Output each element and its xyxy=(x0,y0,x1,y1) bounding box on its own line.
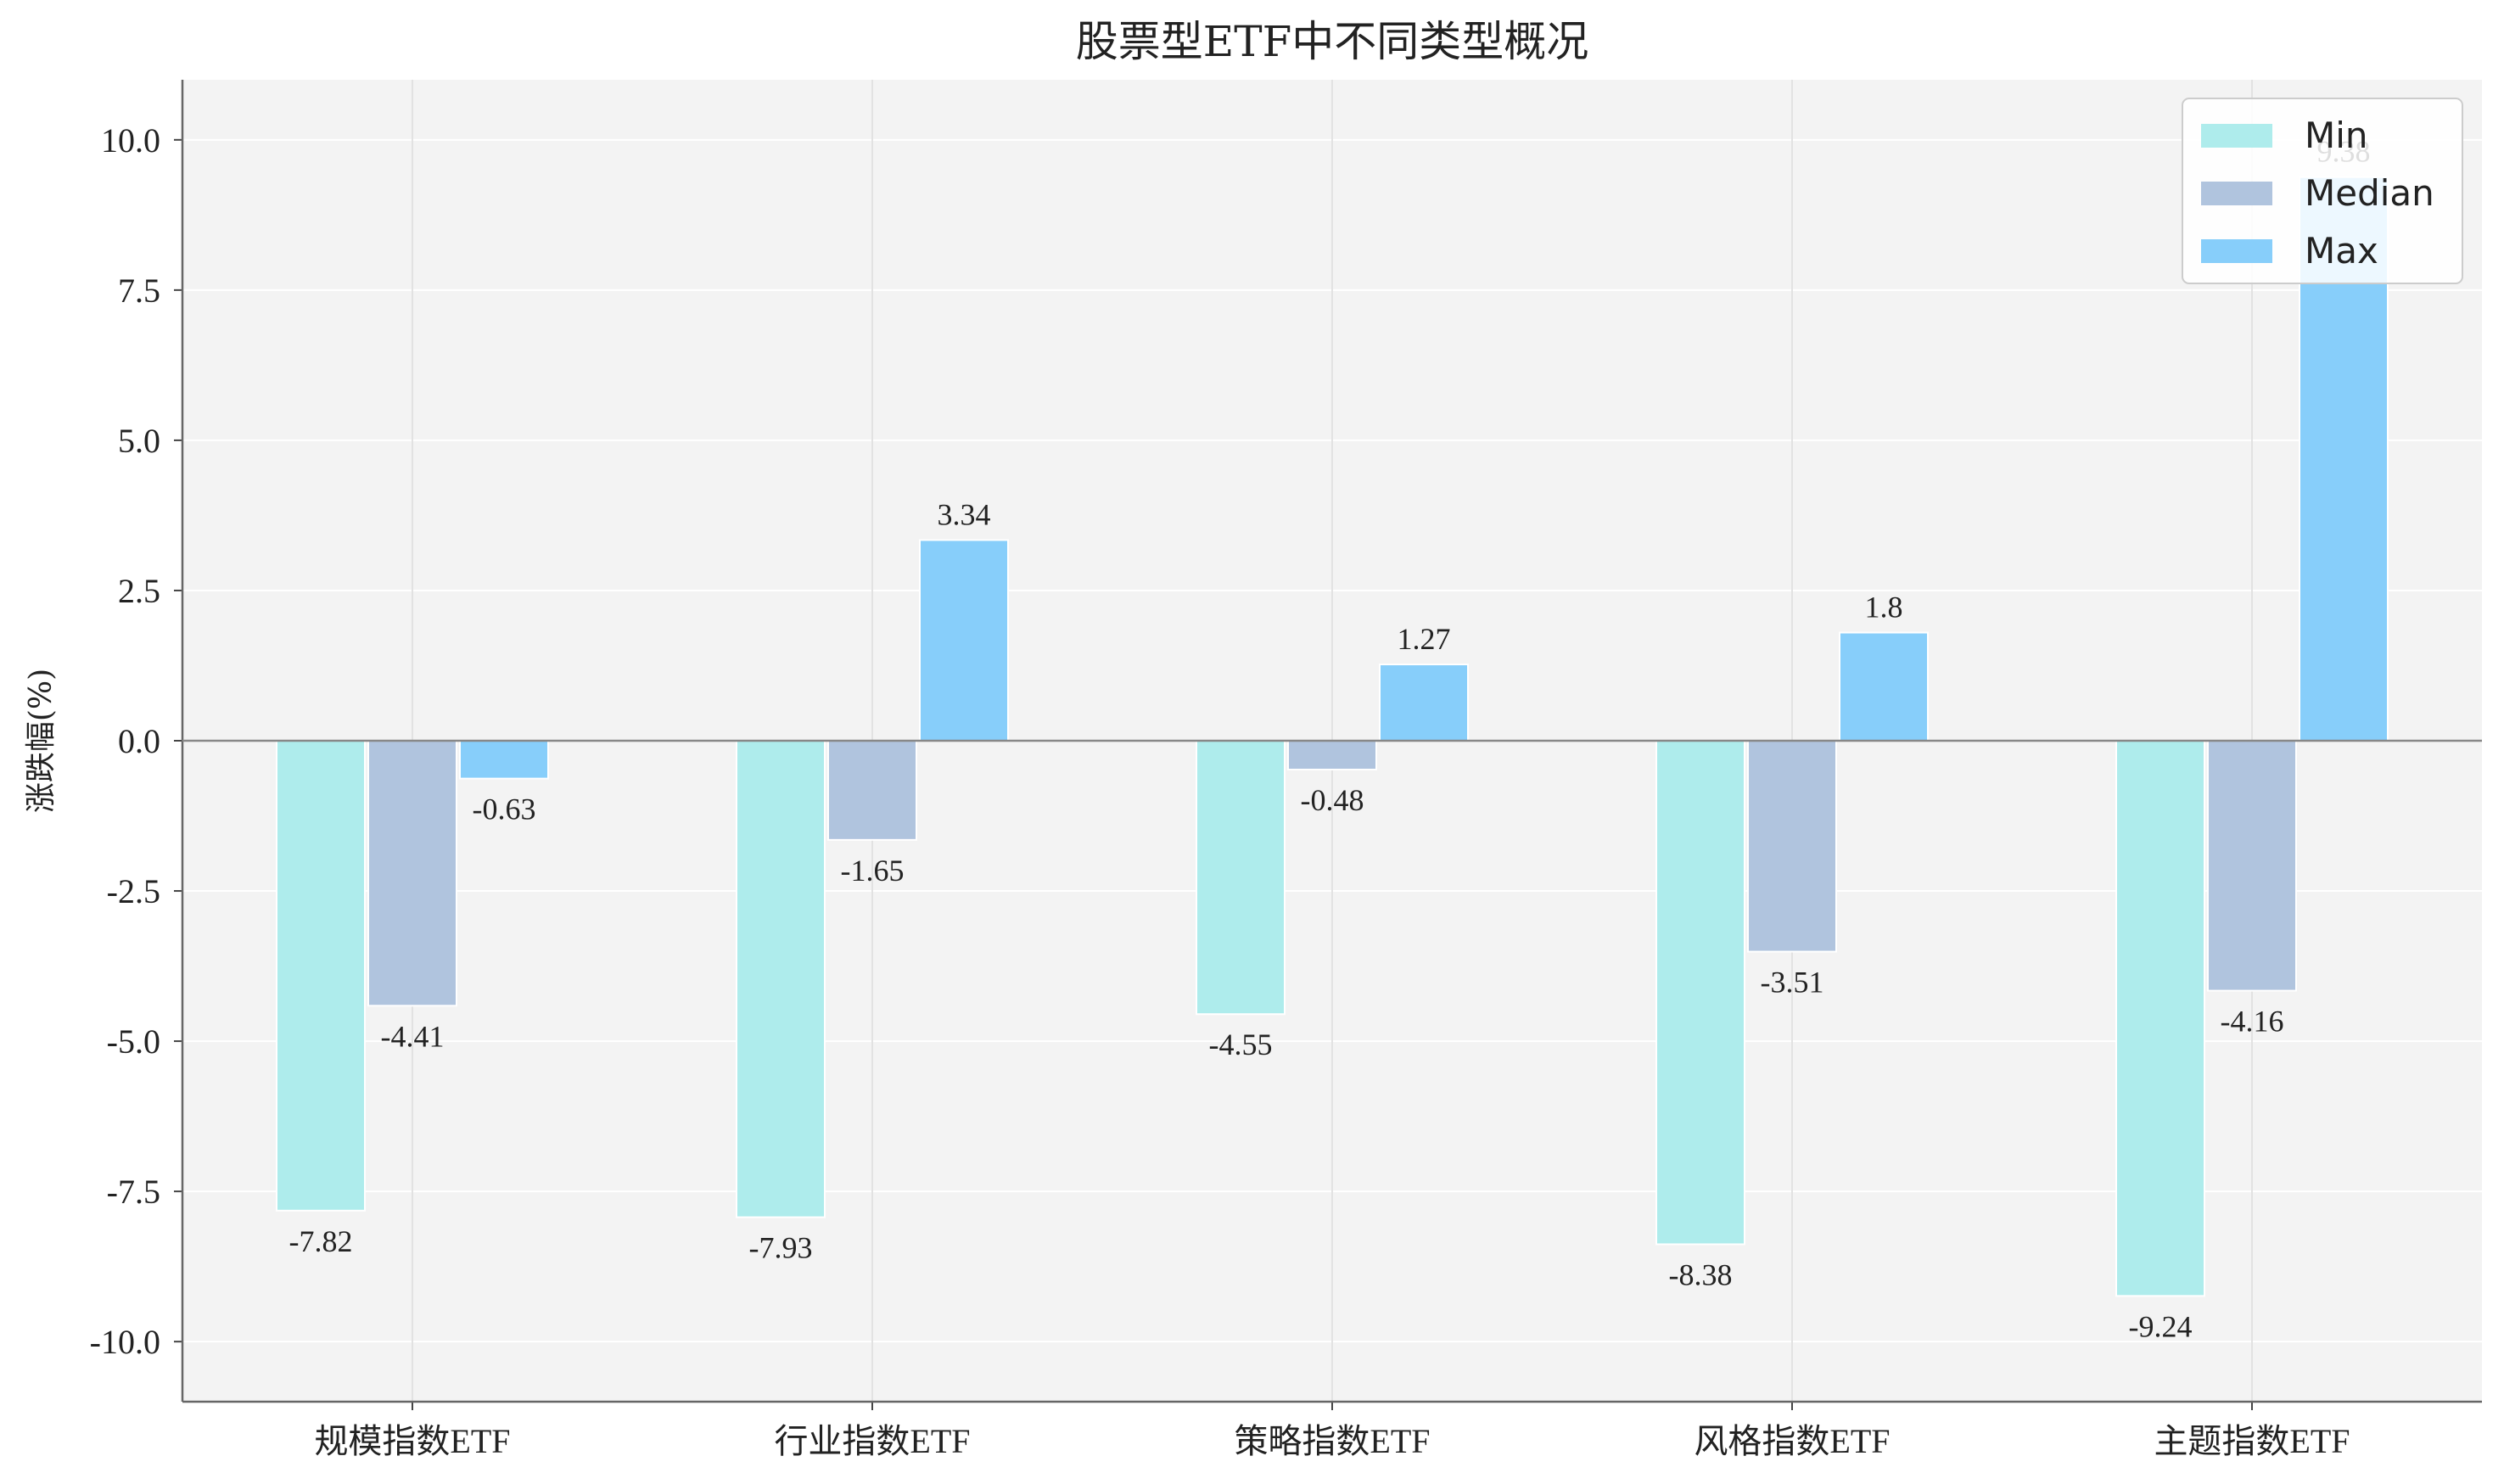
x-tick-label: 风格指数ETF xyxy=(1694,1422,1890,1460)
data-label: -4.55 xyxy=(1209,1028,1273,1061)
legend-label-max: Max xyxy=(2305,230,2378,272)
bar-max xyxy=(459,740,549,780)
y-tick-label: -2.5 xyxy=(107,872,160,910)
data-label: 1.8 xyxy=(1865,591,1903,624)
data-label: -4.41 xyxy=(381,1019,445,1053)
x-tick-label: 策略指数ETF xyxy=(1234,1422,1430,1460)
bar-layer xyxy=(276,176,2389,1297)
bar-max xyxy=(919,539,1009,742)
legend-swatch-min xyxy=(2201,124,2272,148)
legend-swatch-max xyxy=(2201,239,2272,263)
bar-max xyxy=(1379,664,1469,742)
y-tick-label: -5.0 xyxy=(107,1022,160,1061)
legend-swatch-median xyxy=(2201,182,2272,205)
y-tick-label: -7.5 xyxy=(107,1173,160,1211)
data-label: 1.27 xyxy=(1398,622,1451,656)
data-label: 3.34 xyxy=(938,497,991,531)
y-tick-label: 0.0 xyxy=(118,722,160,760)
data-label: -8.38 xyxy=(1669,1257,1733,1291)
y-tick-label: -10.0 xyxy=(90,1323,160,1361)
data-label: -7.93 xyxy=(749,1231,813,1265)
data-label: -4.16 xyxy=(2221,1005,2284,1039)
chart-title: 股票型ETF中不同类型概况 xyxy=(1076,17,1589,66)
bar-median xyxy=(1287,740,1377,770)
data-label: -7.82 xyxy=(289,1224,353,1258)
bar-max xyxy=(1839,631,1929,742)
data-label: -0.63 xyxy=(473,792,536,826)
y-tick-label: 2.5 xyxy=(118,572,160,610)
bar-min xyxy=(736,740,826,1218)
data-label: -0.48 xyxy=(1301,783,1364,817)
bar-min xyxy=(1196,740,1286,1016)
y-tick-label: 5.0 xyxy=(118,422,160,460)
legend: Min Median Max xyxy=(2182,98,2463,284)
bar-median xyxy=(367,740,457,1007)
data-label: -1.65 xyxy=(841,854,905,888)
bar-min xyxy=(276,740,366,1212)
x-tick-label: 规模指数ETF xyxy=(314,1422,510,1460)
data-label: -3.51 xyxy=(1761,966,1824,1000)
legend-label-median: Median xyxy=(2305,172,2434,214)
x-tick-label: 主题指数ETF xyxy=(2154,1422,2350,1460)
bar-median xyxy=(1747,740,1837,953)
bar-median xyxy=(827,740,917,841)
axis-layer: -10.0 -7.5 -5.0 -2.5 0.0 2.5 5.0 7.5 10.0 规模指数ETF… xyxy=(90,80,2482,1460)
legend-label-min: Min xyxy=(2305,115,2368,156)
y-tick-label: 10.0 xyxy=(101,121,160,160)
data-label: -9.24 xyxy=(2129,1309,2193,1343)
bar-median xyxy=(2207,740,2297,992)
y-axis-label: 涨跌幅(%) xyxy=(24,669,59,813)
y-tick-label: 7.5 xyxy=(118,272,160,310)
bar-min xyxy=(2115,740,2205,1297)
data-label-layer: -7.82 -7.93 -4.55 -8.38 -9.24 -4.41 -1.65 -0.48… xyxy=(289,135,2371,1344)
bar-min xyxy=(1655,740,1745,1246)
x-tick-label: 行业指数ETF xyxy=(774,1422,970,1460)
